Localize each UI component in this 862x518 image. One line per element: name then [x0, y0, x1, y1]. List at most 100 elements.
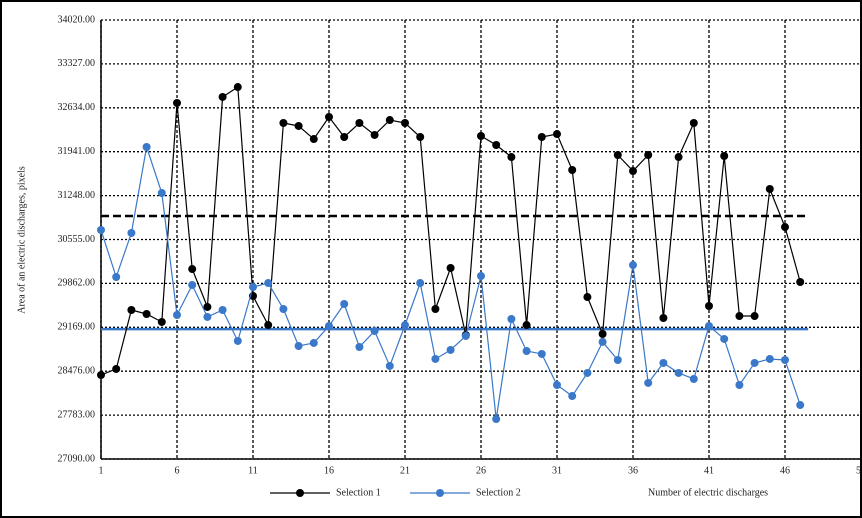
data-point [173, 311, 181, 320]
data-point [583, 368, 592, 377]
data-point [720, 152, 729, 161]
x-tick-label: 46 [780, 465, 790, 476]
x-tick-label: 16 [324, 465, 334, 476]
y-tick-label: 34020.00 [58, 14, 96, 25]
data-point [781, 355, 789, 364]
data-point [446, 345, 455, 354]
data-point [203, 302, 212, 311]
data-point [644, 378, 653, 387]
y-tick-label: 33327.00 [58, 58, 96, 69]
y-tick-label: 31248.00 [58, 190, 96, 201]
data-point [765, 185, 774, 194]
legend-label: Selection 2 [476, 487, 521, 498]
data-point [659, 313, 668, 322]
data-point [629, 261, 637, 270]
data-point [188, 265, 197, 274]
data-point [735, 312, 744, 321]
data-point [233, 336, 242, 345]
data-point [325, 112, 333, 121]
x-tick-label: 11 [248, 465, 258, 476]
data-point [613, 355, 622, 364]
data-point [674, 153, 683, 162]
data-point [142, 143, 151, 152]
y-axis-label: Area of an electric discharges, pixels [16, 166, 27, 314]
x-tick-label: 31 [552, 465, 562, 476]
data-point [674, 368, 683, 377]
data-point [492, 140, 501, 149]
data-point [294, 341, 303, 350]
data-point [522, 346, 531, 355]
x-tick-label: 51 [856, 465, 862, 476]
data-point [355, 119, 364, 128]
data-point [720, 334, 729, 343]
data-point [735, 381, 744, 390]
data-point [112, 364, 121, 373]
x-tick-label: 41 [704, 465, 714, 476]
x-tick-label: 1 [99, 465, 104, 476]
x-tick-label: 21 [400, 465, 410, 476]
legend-label: Selection 1 [336, 487, 381, 498]
data-point [537, 133, 546, 142]
data-point [385, 361, 394, 370]
data-point [233, 83, 242, 92]
data-point [705, 302, 713, 311]
y-tick-label: 27783.00 [58, 409, 96, 420]
y-tick-label: 30555.00 [58, 234, 96, 245]
data-point [553, 130, 561, 139]
data-point [568, 166, 577, 175]
data-point [750, 312, 759, 321]
y-tick-label: 29169.00 [58, 322, 96, 333]
data-point [112, 273, 121, 282]
data-point [188, 280, 197, 289]
y-tick-label: 28476.00 [58, 365, 96, 376]
data-point [127, 228, 136, 237]
data-point [157, 189, 166, 198]
data-point [613, 150, 622, 159]
data-point [249, 283, 257, 292]
y-tick-label: 29862.00 [58, 278, 96, 289]
y-tick-label: 27090.00 [58, 453, 96, 464]
data-point [218, 92, 227, 101]
data-point [689, 374, 698, 383]
data-point [765, 354, 774, 363]
data-point [340, 299, 349, 308]
data-point [598, 337, 607, 346]
data-point [97, 225, 105, 234]
data-point [355, 343, 364, 352]
data-point [416, 133, 425, 142]
data-point [568, 392, 577, 401]
data-point [461, 331, 470, 340]
data-point [781, 223, 789, 232]
data-point [279, 119, 288, 128]
data-point [264, 321, 273, 330]
data-point [477, 131, 485, 140]
x-tick-label: 36 [628, 465, 638, 476]
data-point [325, 321, 333, 330]
data-point [401, 321, 409, 330]
data-point [370, 130, 379, 139]
legend-marker [296, 489, 304, 497]
data-point [659, 358, 668, 367]
data-point [689, 119, 698, 128]
data-point [644, 150, 653, 159]
x-tick-label: 6 [175, 465, 180, 476]
data-point [385, 116, 394, 125]
data-point [705, 321, 713, 330]
data-point [796, 401, 805, 410]
x-tick-label: 26 [476, 465, 486, 476]
data-point [401, 119, 409, 128]
data-point [340, 133, 349, 142]
data-point [370, 326, 379, 335]
data-point [507, 315, 516, 324]
data-point [173, 98, 181, 107]
data-point [492, 415, 501, 424]
data-point [629, 167, 637, 176]
data-point [203, 312, 212, 321]
data-point [598, 330, 607, 339]
data-point [583, 293, 592, 302]
data-point [142, 309, 151, 318]
data-point [446, 264, 455, 273]
data-point [416, 279, 425, 288]
data-point [507, 153, 516, 162]
